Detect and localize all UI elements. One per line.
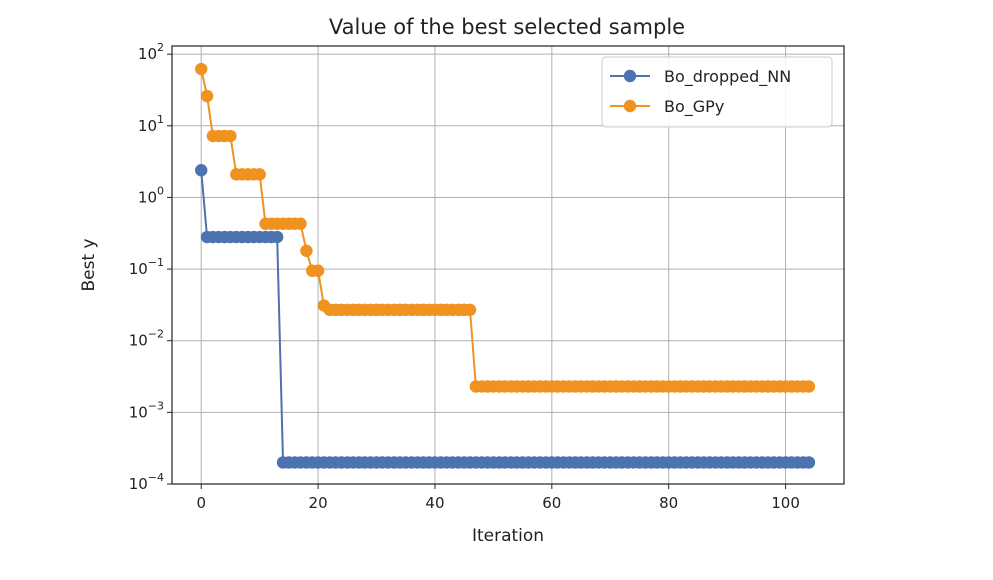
data-point <box>253 168 266 181</box>
data-point <box>311 264 325 277</box>
legend-box <box>601 56 833 128</box>
y-tick-label-text: 10−1 <box>129 256 164 278</box>
series-Bo_dropped_NN <box>195 164 816 469</box>
plot-frame <box>171 45 845 485</box>
data-point <box>802 456 816 469</box>
data-point <box>294 217 307 230</box>
y-tick-label: 10−2 <box>129 328 164 350</box>
series-Bo_GPy <box>195 62 816 393</box>
data-point <box>195 164 208 177</box>
legend-item: Bo_GPy <box>610 97 724 117</box>
data-point <box>200 89 214 103</box>
x-tick-label: 40 <box>425 494 444 512</box>
x-tick-label: 0 <box>196 494 206 512</box>
data-point <box>224 129 237 143</box>
y-tick-label-text: 101 <box>138 113 164 135</box>
y-tick-label: 101 <box>138 113 164 135</box>
y-tick-label-text: 10−4 <box>129 471 164 493</box>
y-tick-label-text: 10−3 <box>129 399 164 421</box>
y-tick-label: 10−3 <box>129 399 164 421</box>
y-tick-label: 10−4 <box>129 471 164 493</box>
y-axis-label: Best y <box>79 238 99 291</box>
y-tick-label-text: 10−2 <box>129 328 164 350</box>
y-tick-label: 102 <box>138 41 164 63</box>
legend-marker <box>623 99 637 113</box>
x-tick-label: 60 <box>542 494 561 512</box>
chart-title: Value of the best selected sample <box>329 15 685 39</box>
legend-item: Bo_dropped_NN <box>610 67 791 87</box>
series-layer <box>195 62 816 469</box>
y-tick-label: 10−1 <box>129 256 164 278</box>
legend-label: Bo_GPy <box>664 97 724 117</box>
axis-ticks: 0 20 40 60 80 100 10−4 10−3 10−2 10−1 100 101 102 <box>129 41 800 512</box>
x-tick-label: 80 <box>659 494 678 512</box>
data-point <box>802 380 816 393</box>
y-tick-label: 100 <box>138 184 164 206</box>
x-tick-label: 20 <box>309 494 328 512</box>
series-line <box>200 170 809 464</box>
legend-marker <box>623 69 637 83</box>
x-axis-label: Iteration <box>472 526 544 546</box>
x-tick-label: 100 <box>771 494 800 512</box>
data-point <box>270 230 284 244</box>
legend: Bo_dropped_NN Bo_GPy <box>601 56 833 128</box>
data-point <box>195 62 208 76</box>
y-tick-label-text: 102 <box>138 41 164 63</box>
data-point <box>300 244 313 257</box>
data-point <box>463 303 477 317</box>
legend-label: Bo_dropped_NN <box>664 67 791 87</box>
y-tick-label-text: 100 <box>138 184 164 206</box>
